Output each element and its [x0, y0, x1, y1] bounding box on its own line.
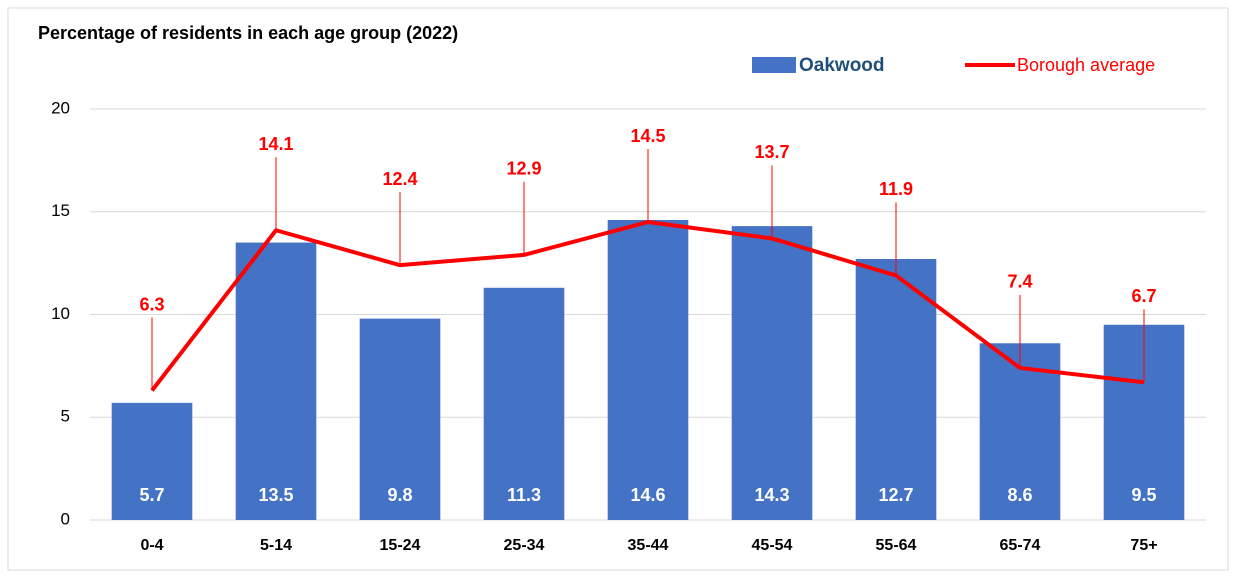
bar	[483, 287, 565, 520]
y-tick-label: 10	[51, 304, 70, 323]
line-value-label: 11.9	[879, 179, 913, 199]
bar	[607, 219, 689, 520]
bar-value-label: 14.6	[630, 485, 665, 505]
bar-value-label: 9.8	[387, 485, 412, 505]
line-value-label: 12.4	[382, 169, 417, 189]
bar-value-label: 14.3	[754, 485, 789, 505]
line-value-label: 14.5	[630, 126, 665, 146]
x-tick-label: 5-14	[260, 537, 292, 554]
x-tick-label: 45-54	[752, 537, 793, 554]
line-value-label: 6.7	[1131, 286, 1156, 306]
bar-value-label: 11.3	[507, 485, 541, 505]
x-tick-label: 35-44	[628, 537, 669, 554]
x-tick-label: 65-74	[1000, 537, 1041, 554]
bar	[731, 226, 813, 520]
chart-title: Percentage of residents in each age grou…	[38, 23, 458, 43]
x-tick-label: 75+	[1130, 537, 1157, 554]
bar-value-label: 9.5	[1131, 485, 1156, 505]
bar	[855, 259, 937, 520]
line-value-label: 6.3	[139, 294, 164, 314]
legend-label: Oakwood	[799, 55, 885, 76]
x-tick-label: 15-24	[380, 537, 421, 554]
y-tick-label: 5	[61, 407, 70, 426]
line-value-label: 14.1	[258, 134, 293, 154]
x-tick-label: 55-64	[876, 537, 917, 554]
bar-value-label: 8.6	[1007, 485, 1032, 505]
bar-value-label: 12.7	[878, 485, 913, 505]
bar	[359, 318, 441, 520]
line-value-label: 13.7	[754, 142, 789, 162]
bar	[111, 402, 193, 520]
legend-swatch	[752, 57, 796, 73]
bar-value-label: 13.5	[258, 485, 293, 505]
line-value-label: 7.4	[1007, 272, 1032, 292]
y-tick-label: 0	[61, 509, 70, 528]
legend-label: Borough average	[1017, 55, 1155, 75]
bar	[235, 242, 317, 520]
line-value-label: 12.9	[506, 159, 541, 179]
bar-value-label: 5.7	[139, 485, 164, 505]
x-tick-label: 0-4	[140, 537, 163, 554]
y-tick-label: 20	[51, 98, 70, 117]
x-tick-label: 25-34	[504, 537, 545, 554]
y-tick-label: 15	[51, 201, 70, 220]
